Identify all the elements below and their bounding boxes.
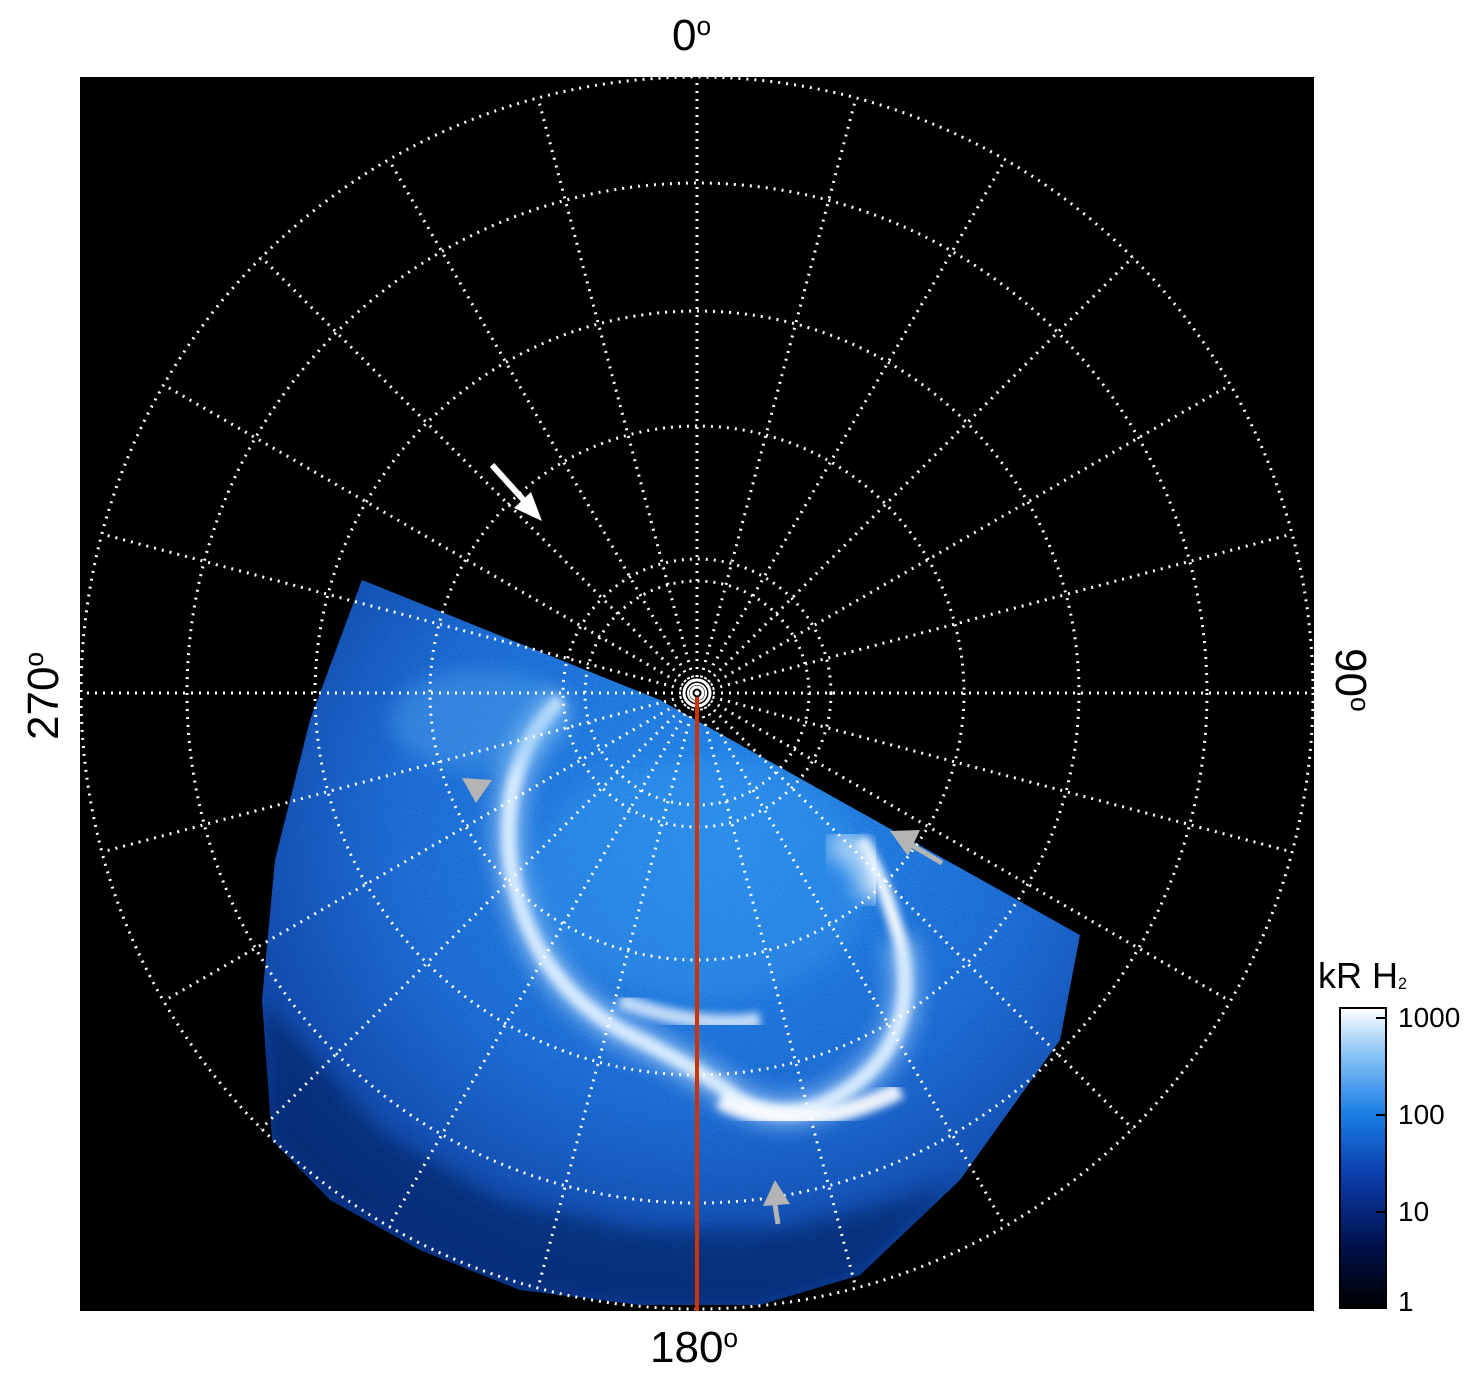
- colorbar-tick-100: 100: [1398, 1099, 1445, 1130]
- colorbar-tick-10: 10: [1398, 1196, 1430, 1227]
- label-0-degrees: 0o: [672, 10, 712, 60]
- colorbar-tick-1000: 1000: [1398, 1002, 1461, 1033]
- label-180-degrees: 180o: [650, 1322, 739, 1372]
- label-90-degrees: 90o: [1326, 648, 1376, 712]
- gray-arrow-bottom: [763, 1180, 790, 1225]
- label-270-degrees: 270o: [18, 651, 68, 740]
- colorbar-title: kR H2: [1318, 955, 1408, 996]
- colorbar-tick-1: 1: [1398, 1286, 1414, 1317]
- colorbar: [1339, 1007, 1387, 1309]
- gray-arrow-right: [890, 830, 944, 866]
- gray-arrow-left: [462, 778, 492, 803]
- longitude-lines: [81, 77, 1313, 1311]
- white-arrow: [489, 462, 542, 521]
